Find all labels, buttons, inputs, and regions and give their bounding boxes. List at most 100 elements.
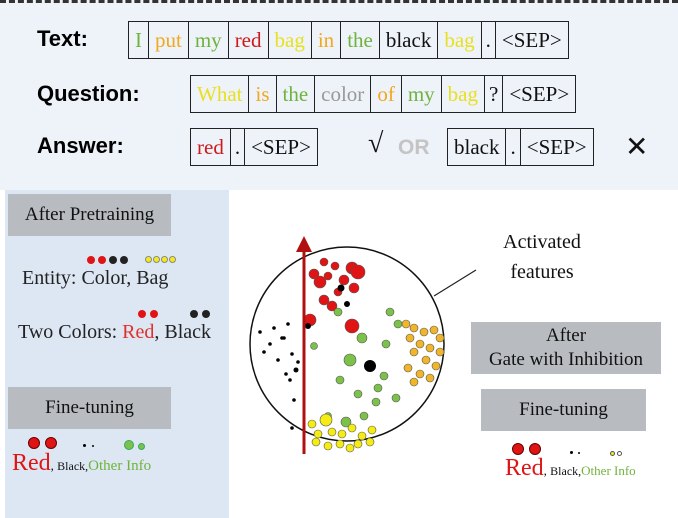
token: black	[447, 128, 507, 166]
token: in	[310, 21, 342, 59]
left-legend-text: Red, Black,Other Info	[12, 450, 152, 476]
right-finetuning-box: Fine-tuning	[481, 389, 646, 431]
feature-dot	[353, 389, 363, 399]
feature-space	[249, 236, 477, 454]
right-legend-dots	[512, 443, 652, 457]
feature-dot	[373, 383, 383, 393]
answer-label: Answer:	[37, 133, 124, 158]
token: .	[505, 128, 521, 166]
question-token-row: What is the color of my bag? <SEP>	[190, 75, 577, 113]
token: <SEP>	[502, 75, 577, 113]
entity-dots	[87, 256, 176, 266]
feature-dot	[319, 257, 329, 267]
feature-dot	[350, 264, 366, 280]
feature-dot	[435, 333, 445, 343]
feature-dot	[307, 419, 317, 429]
feature-dot	[371, 397, 381, 407]
feature-dot	[337, 284, 345, 292]
feature-dot	[323, 271, 333, 281]
token: black	[378, 21, 439, 59]
left-legend-dots	[28, 437, 158, 451]
pointer-line	[433, 269, 477, 297]
feature-dot	[319, 413, 333, 427]
feature-dot	[401, 319, 411, 329]
feature-dot	[409, 347, 419, 357]
feature-dot	[335, 375, 345, 385]
feature-dot	[268, 342, 272, 346]
token: color	[314, 75, 372, 113]
after-gate-box: After Gate with Inhibition	[471, 322, 661, 374]
token: the	[340, 21, 380, 59]
feature-dot	[318, 294, 330, 306]
feature-dot	[280, 336, 284, 340]
cross-icon: ✕	[625, 130, 649, 163]
feature-dot	[293, 367, 299, 373]
feature-dot	[337, 429, 347, 439]
feature-dot	[262, 350, 266, 354]
wrong-answer-row: black. <SEP>	[447, 128, 594, 166]
feature-dot	[292, 398, 296, 402]
check-icon: √	[368, 128, 384, 159]
token: bag	[267, 21, 312, 59]
token: What	[190, 75, 250, 113]
token: <SEP>	[519, 128, 594, 166]
after-pretraining-box: After Pretraining	[8, 194, 171, 236]
token: .	[480, 21, 496, 59]
feature-dot	[276, 358, 280, 362]
token: red	[190, 128, 231, 166]
token: of	[370, 75, 402, 113]
token: bag	[437, 21, 482, 59]
feature-dot	[429, 325, 439, 335]
feature-dot	[310, 342, 318, 350]
left-panel	[5, 190, 229, 518]
feature-dot	[326, 300, 338, 312]
feature-dot	[313, 275, 327, 289]
feature-dot	[425, 373, 435, 383]
token: put	[148, 21, 189, 59]
correct-answer-row: red. <SEP>	[190, 128, 318, 166]
feature-dot	[330, 261, 340, 271]
feature-dot	[344, 318, 360, 334]
token: red	[227, 21, 269, 59]
feature-dot	[305, 323, 311, 329]
feature-dot	[421, 355, 431, 365]
left-finetuning-box: Fine-tuning	[8, 387, 171, 429]
feature-dot	[340, 416, 352, 428]
feature-dot	[327, 427, 337, 437]
token: my	[187, 21, 229, 59]
feature-dot	[272, 326, 276, 330]
feature-dot	[338, 274, 350, 286]
feature-dot	[403, 363, 413, 373]
feature-dot	[379, 371, 389, 381]
feature-dot	[435, 347, 445, 357]
feature-dot	[290, 426, 294, 430]
feature-dot	[258, 330, 262, 334]
feature-dot	[288, 378, 292, 382]
right-legend-text: Red, Black,Other Info	[505, 455, 636, 481]
token: bag	[440, 75, 485, 113]
feature-dot	[431, 361, 441, 371]
or-label: OR	[398, 136, 430, 159]
feature-dot	[286, 322, 290, 326]
feature-dot	[415, 369, 425, 379]
activated-features-label: Activated features	[503, 231, 581, 283]
two-colors-dots	[138, 310, 218, 320]
feature-dot	[367, 425, 377, 435]
token: <SEP>	[494, 21, 569, 59]
token: is	[248, 75, 277, 113]
feature-dot	[323, 441, 333, 451]
two-colors-line: Two Colors: Red, Black	[18, 321, 212, 343]
token: I	[128, 21, 149, 59]
token: my	[400, 75, 442, 113]
feature-dot	[347, 423, 357, 433]
feature-dot	[364, 360, 376, 372]
feature-dot	[335, 439, 345, 449]
feature-dot	[359, 411, 369, 421]
feature-dot	[348, 282, 360, 294]
feature-dot	[409, 377, 419, 387]
feature-circle	[249, 246, 445, 442]
token: ?	[483, 75, 504, 113]
feature-dot	[357, 431, 367, 441]
feature-dot	[296, 360, 300, 364]
